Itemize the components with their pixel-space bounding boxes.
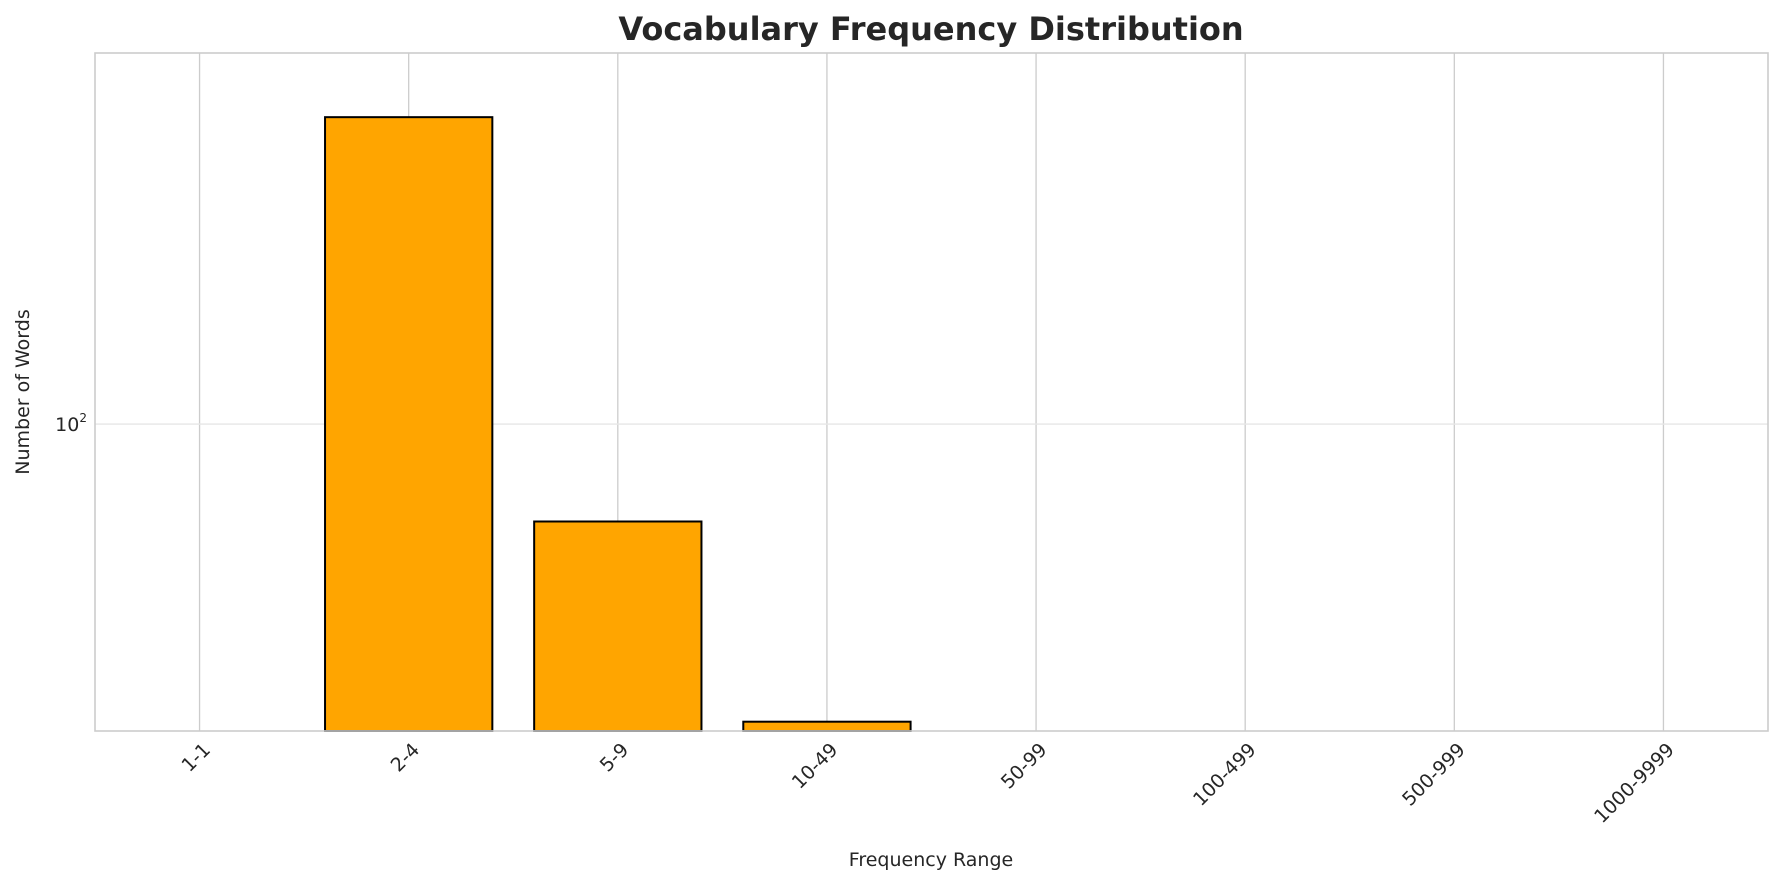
- x-tick-label: 1-1: [177, 739, 215, 777]
- x-tick-label: 5-9: [596, 739, 634, 777]
- x-axis-label: Frequency Range: [849, 849, 1013, 871]
- y-tick-layer: 102: [55, 411, 87, 436]
- x-tick-label: 10-49: [788, 739, 843, 794]
- plot-area: [94, 52, 1769, 732]
- y-axis-label: Number of Words: [12, 309, 34, 474]
- x-tick-label: 2-4: [387, 739, 425, 777]
- x-tick-label: 1000-9999: [1590, 739, 1679, 828]
- x-tick-layer: 1-1 2-4 5-9 10-49 50-99 100-499 500-999 1000-99…: [177, 739, 1678, 828]
- chart-title: Vocabulary Frequency Distribution: [618, 10, 1243, 48]
- x-tick-label: 100-499: [1189, 739, 1261, 811]
- bar-layer: [324, 116, 912, 733]
- x-tick-label: 500-999: [1398, 739, 1470, 811]
- bar-5-9: [533, 520, 703, 733]
- y-tick-label: 102: [55, 411, 87, 436]
- x-tick-label: 50-99: [997, 739, 1052, 794]
- bar-2-4: [324, 116, 494, 732]
- bar-10-49: [742, 720, 912, 733]
